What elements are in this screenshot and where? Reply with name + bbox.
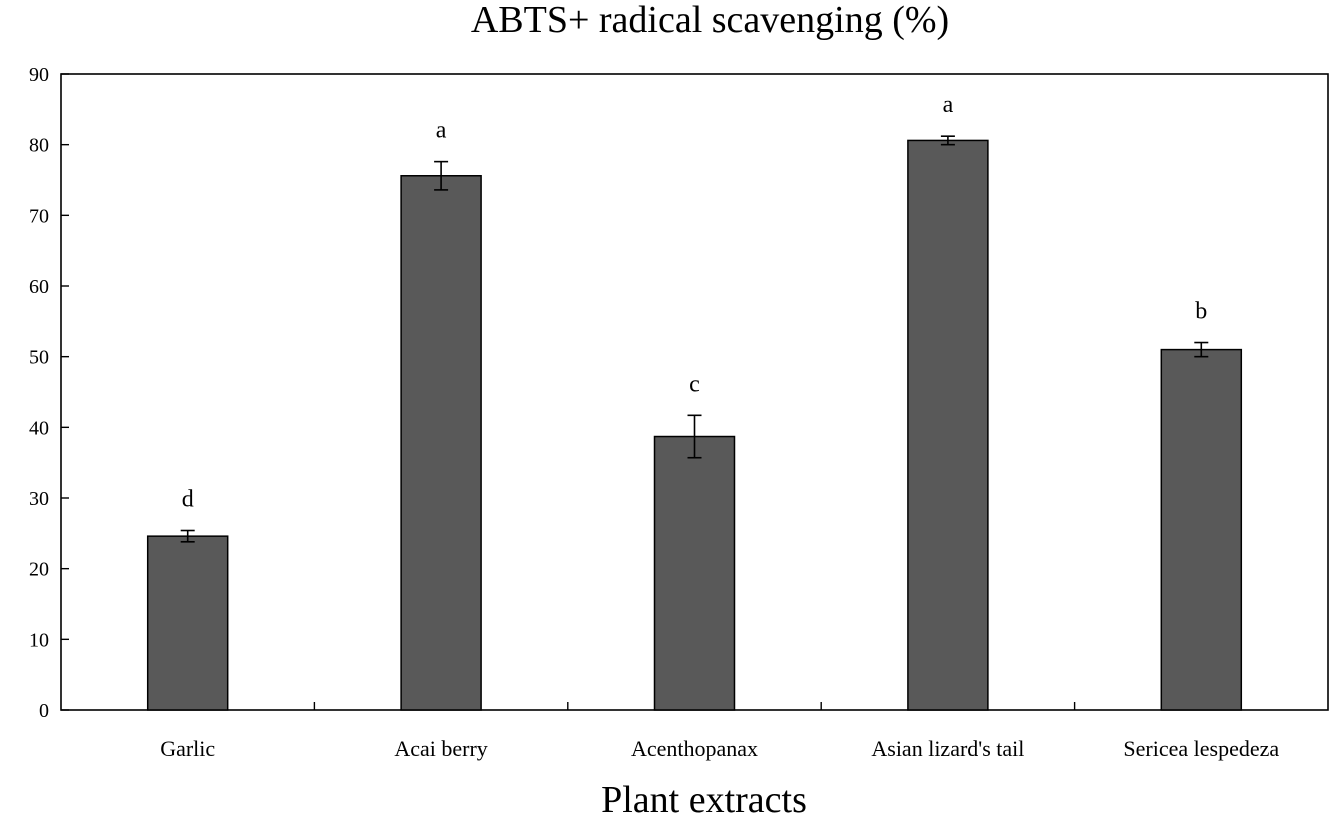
- significance-label: a: [436, 118, 447, 144]
- y-tick-label: 50: [29, 347, 49, 369]
- x-axis-title: Plant extracts: [601, 779, 807, 818]
- y-tick-label: 0: [39, 700, 49, 722]
- bar: [1160, 348, 1243, 711]
- significance-label: a: [943, 92, 954, 118]
- significance-label: d: [182, 487, 194, 513]
- bar: [653, 435, 736, 711]
- y-tick-label: 10: [29, 629, 49, 651]
- y-tick-label: 40: [29, 417, 49, 439]
- y-tick-label: 60: [29, 276, 49, 298]
- x-tick-label: Acai berry: [394, 736, 487, 761]
- y-tick-label: 20: [29, 559, 49, 581]
- y-tick-label: 30: [29, 488, 49, 510]
- x-tick-label: Asian lizard's tail: [871, 736, 1024, 761]
- x-tick-label: Sericea lespedeza: [1123, 736, 1279, 761]
- y-tick-label: 80: [29, 135, 49, 157]
- plot-area: 0 10 20 30 40 50 60 70 80 90 d Garlic a Acai berry c Ac…: [29, 64, 1329, 761]
- y-tick-label: 90: [29, 64, 49, 86]
- y-tick-label: 70: [29, 205, 49, 227]
- significance-label: b: [1195, 299, 1207, 325]
- bar: [146, 535, 229, 711]
- bar: [400, 175, 482, 711]
- chart-title: ABTS+ radical scavenging (%): [471, 0, 949, 41]
- x-tick-label: Garlic: [160, 736, 215, 761]
- bar: [907, 139, 989, 711]
- significance-label: c: [689, 371, 700, 397]
- x-tick-label: Acenthopanax: [631, 736, 758, 761]
